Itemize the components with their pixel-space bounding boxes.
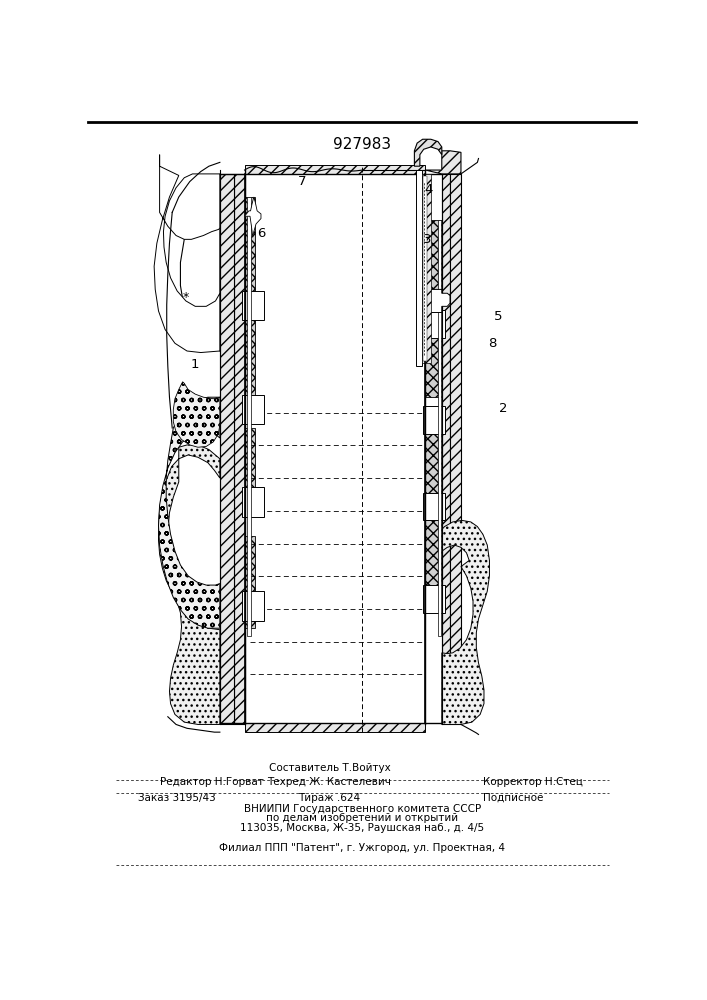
Text: 6: 6 (257, 227, 265, 240)
Polygon shape (426, 420, 442, 497)
Polygon shape (173, 382, 220, 447)
Bar (245, 165, 426, 174)
Polygon shape (450, 174, 461, 724)
Polygon shape (158, 397, 220, 628)
Text: 5: 5 (494, 310, 503, 323)
Polygon shape (442, 174, 450, 724)
Polygon shape (426, 151, 461, 174)
Polygon shape (426, 289, 450, 312)
Text: 1: 1 (191, 358, 199, 371)
Bar (242, 591, 264, 620)
Bar (242, 291, 264, 320)
Bar (423, 310, 445, 338)
Polygon shape (220, 174, 233, 724)
Bar (416, 170, 421, 366)
Polygon shape (245, 197, 261, 237)
Bar (438, 220, 441, 636)
Text: 7: 7 (298, 175, 306, 188)
Bar (242, 487, 264, 517)
Text: Тираж .624: Тираж .624 (298, 793, 361, 803)
Text: ВНИИПИ Государственного комитета СССР: ВНИИПИ Государственного комитета СССР (244, 804, 481, 814)
Text: Техред Ж. Кастелевич: Техред Ж. Кастелевич (267, 777, 392, 787)
Text: Заказ 3195/43: Заказ 3195/43 (138, 793, 216, 803)
Polygon shape (245, 536, 255, 628)
Polygon shape (154, 155, 220, 353)
Polygon shape (180, 174, 220, 351)
Bar (250, 174, 426, 723)
Bar (245, 723, 426, 732)
Polygon shape (158, 445, 220, 724)
Text: Корректор Н.Стец: Корректор Н.Стец (483, 777, 583, 787)
Bar (421, 174, 431, 363)
Bar (242, 174, 455, 724)
Text: *: * (183, 291, 189, 304)
Polygon shape (233, 174, 245, 724)
Text: Подписное: Подписное (483, 793, 543, 803)
Text: 8: 8 (489, 337, 497, 350)
Bar (247, 197, 250, 636)
Text: Составитель Т.Войтух: Составитель Т.Войтух (269, 763, 390, 773)
Polygon shape (414, 139, 442, 166)
Polygon shape (442, 520, 489, 724)
Text: по делам изобретений и открытий: по делам изобретений и открытий (267, 813, 458, 823)
Polygon shape (245, 197, 255, 405)
Bar (423, 585, 445, 613)
Bar (423, 176, 427, 361)
Polygon shape (245, 428, 255, 513)
Bar (423, 406, 445, 434)
Text: 927983: 927983 (333, 137, 392, 152)
Text: Редактор Н.Горват: Редактор Н.Горват (160, 777, 263, 787)
Bar (423, 493, 445, 520)
Text: 3: 3 (423, 233, 431, 246)
Polygon shape (426, 520, 442, 605)
Text: 2: 2 (499, 402, 508, 415)
Text: 113035, Москва, Ж-35, Раушская наб., д. 4/5: 113035, Москва, Ж-35, Раушская наб., д. … (240, 823, 484, 833)
Text: Филиал ППП "Патент", г. Ужгород, ул. Проектная, 4: Филиал ППП "Патент", г. Ужгород, ул. Про… (219, 843, 506, 853)
Text: 4: 4 (424, 183, 432, 196)
Bar (242, 395, 264, 424)
Polygon shape (426, 220, 442, 397)
